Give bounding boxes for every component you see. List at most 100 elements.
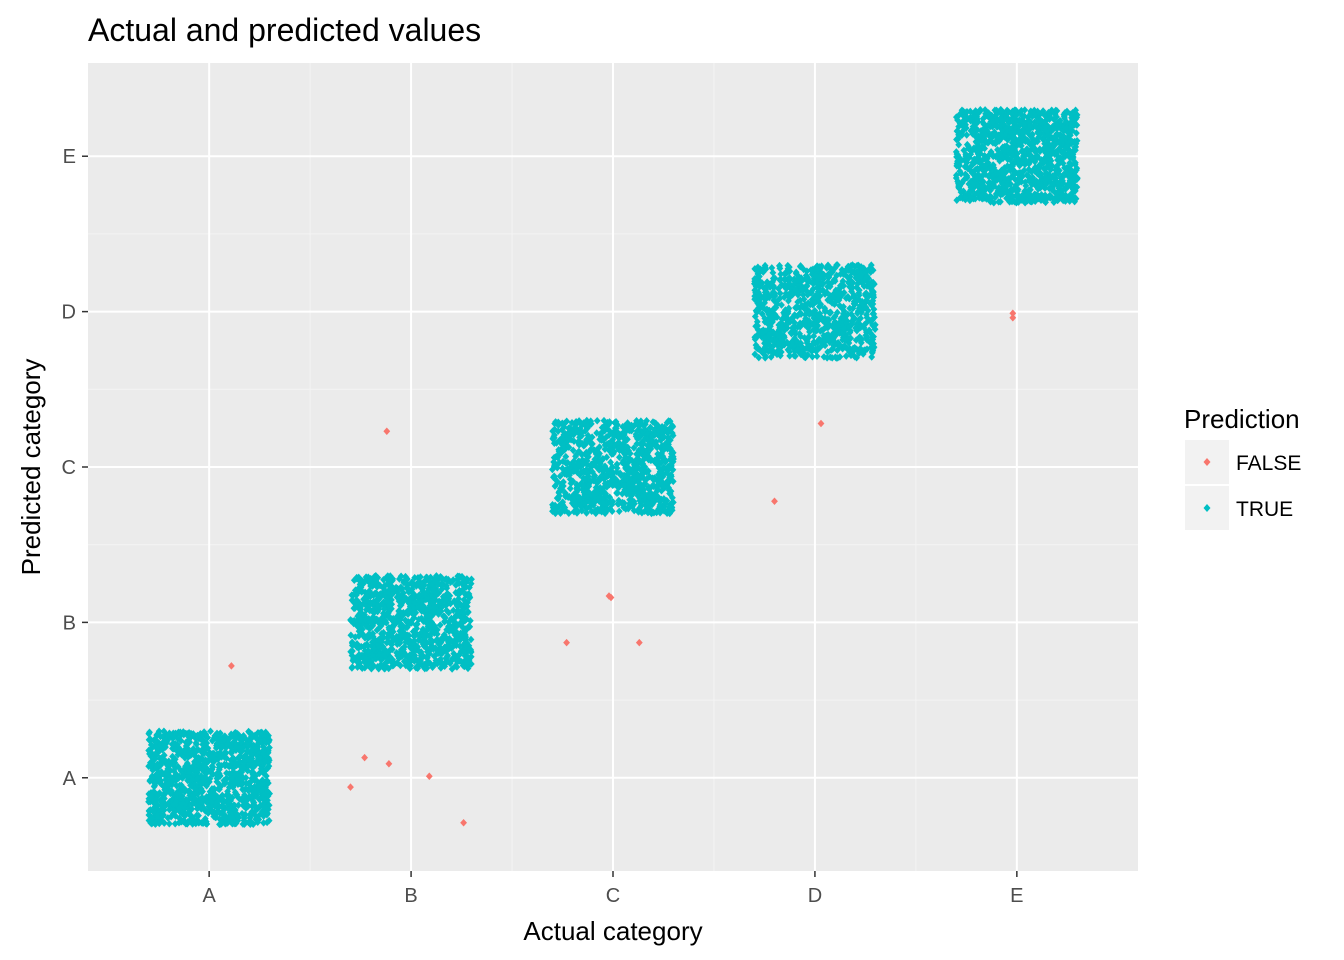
true-point-a	[151, 803, 159, 811]
true-point-a	[206, 775, 214, 783]
true-point-b	[455, 591, 462, 599]
true-point-b	[448, 577, 456, 586]
true-point-b	[454, 611, 462, 619]
true-point-a	[193, 804, 201, 813]
true-point-a	[170, 733, 178, 742]
true-point-a	[227, 730, 235, 739]
true-point-b	[358, 588, 366, 596]
true-point-b	[438, 574, 446, 582]
true-point-b	[467, 653, 475, 661]
true-point-a	[171, 819, 179, 828]
true-point-a	[209, 808, 217, 817]
true-point-b	[421, 664, 429, 673]
true-point-a	[161, 740, 169, 749]
true-point-a	[152, 738, 160, 746]
true-point-a	[259, 776, 267, 784]
true-point-a	[148, 792, 156, 801]
true-point-b	[405, 599, 413, 608]
true-point-a	[241, 819, 249, 827]
true-point-a	[145, 816, 153, 825]
true-point-a	[211, 802, 219, 810]
true-point-b	[427, 644, 435, 652]
true-point-b	[371, 589, 379, 597]
true-point-b	[364, 634, 372, 643]
true-point-a	[162, 736, 170, 745]
true-point-b	[400, 578, 408, 587]
true-point-b	[453, 656, 461, 664]
true-point-a	[198, 793, 206, 802]
true-point-a	[242, 810, 249, 819]
true-point-a	[232, 790, 240, 798]
true-point-b	[363, 648, 371, 656]
true-point-b	[422, 659, 430, 667]
true-point-a	[239, 798, 247, 806]
true-point-a	[169, 760, 177, 769]
true-point-b	[399, 622, 407, 630]
true-point-a	[265, 801, 273, 810]
true-point-a	[221, 762, 229, 770]
true-point-b	[430, 623, 438, 631]
true-point-a	[193, 740, 200, 749]
chart-title: Actual and predicted values	[88, 12, 481, 48]
true-point-a	[251, 790, 259, 799]
true-point-b	[441, 614, 449, 622]
true-point-a	[145, 807, 153, 816]
true-point-a	[220, 749, 228, 758]
true-point-a	[169, 809, 177, 818]
true-point-a	[234, 801, 242, 809]
true-point-b	[388, 640, 396, 649]
true-point-b	[393, 632, 401, 641]
true-point-b	[375, 664, 383, 672]
true-point-b	[385, 613, 393, 622]
true-point-b	[461, 651, 469, 660]
true-point-b	[362, 654, 370, 663]
true-point-a	[180, 730, 188, 739]
true-point-b	[407, 644, 415, 653]
true-point-a	[184, 818, 192, 827]
true-point-a	[216, 772, 224, 781]
true-point-b	[379, 651, 387, 659]
true-point-a	[256, 737, 264, 746]
true-point-b	[427, 635, 435, 644]
true-point-b	[367, 599, 375, 607]
true-point-b	[403, 660, 411, 669]
true-point-b	[364, 641, 372, 650]
true-point-a	[186, 749, 194, 757]
true-point-a	[226, 793, 233, 801]
true-point-a	[202, 730, 210, 739]
true-point-a	[172, 798, 180, 806]
true-point-a	[226, 808, 234, 816]
true-point-b	[395, 575, 403, 583]
true-point-a	[235, 776, 243, 785]
true-point-b	[423, 595, 431, 603]
true-point-b	[370, 607, 377, 615]
true-point-b	[443, 584, 451, 592]
true-point-b	[400, 645, 407, 654]
true-point-b	[410, 604, 418, 613]
true-point-b	[426, 659, 434, 668]
true-point-a	[169, 776, 177, 784]
true-point-b	[380, 617, 387, 625]
true-point-a	[176, 781, 184, 790]
true-point-a	[179, 817, 187, 826]
true-point-b	[438, 661, 446, 669]
true-point-a	[236, 771, 244, 779]
true-point-b	[384, 648, 391, 656]
true-point-b	[410, 613, 418, 622]
true-point-b	[370, 645, 378, 653]
true-point-a	[264, 779, 272, 787]
true-point-a	[157, 761, 165, 769]
true-point-a	[153, 771, 161, 780]
true-point-b	[436, 606, 444, 615]
true-point-a	[196, 756, 204, 764]
true-point-a	[176, 745, 184, 754]
true-point-a	[153, 811, 161, 820]
true-point-a	[229, 783, 237, 791]
true-point-a	[151, 819, 159, 827]
true-point-a	[241, 755, 249, 763]
true-point-a	[207, 790, 215, 799]
true-point-b	[385, 601, 393, 610]
true-point-a	[264, 792, 272, 800]
true-point-b	[467, 660, 475, 668]
true-point-a	[218, 743, 226, 751]
